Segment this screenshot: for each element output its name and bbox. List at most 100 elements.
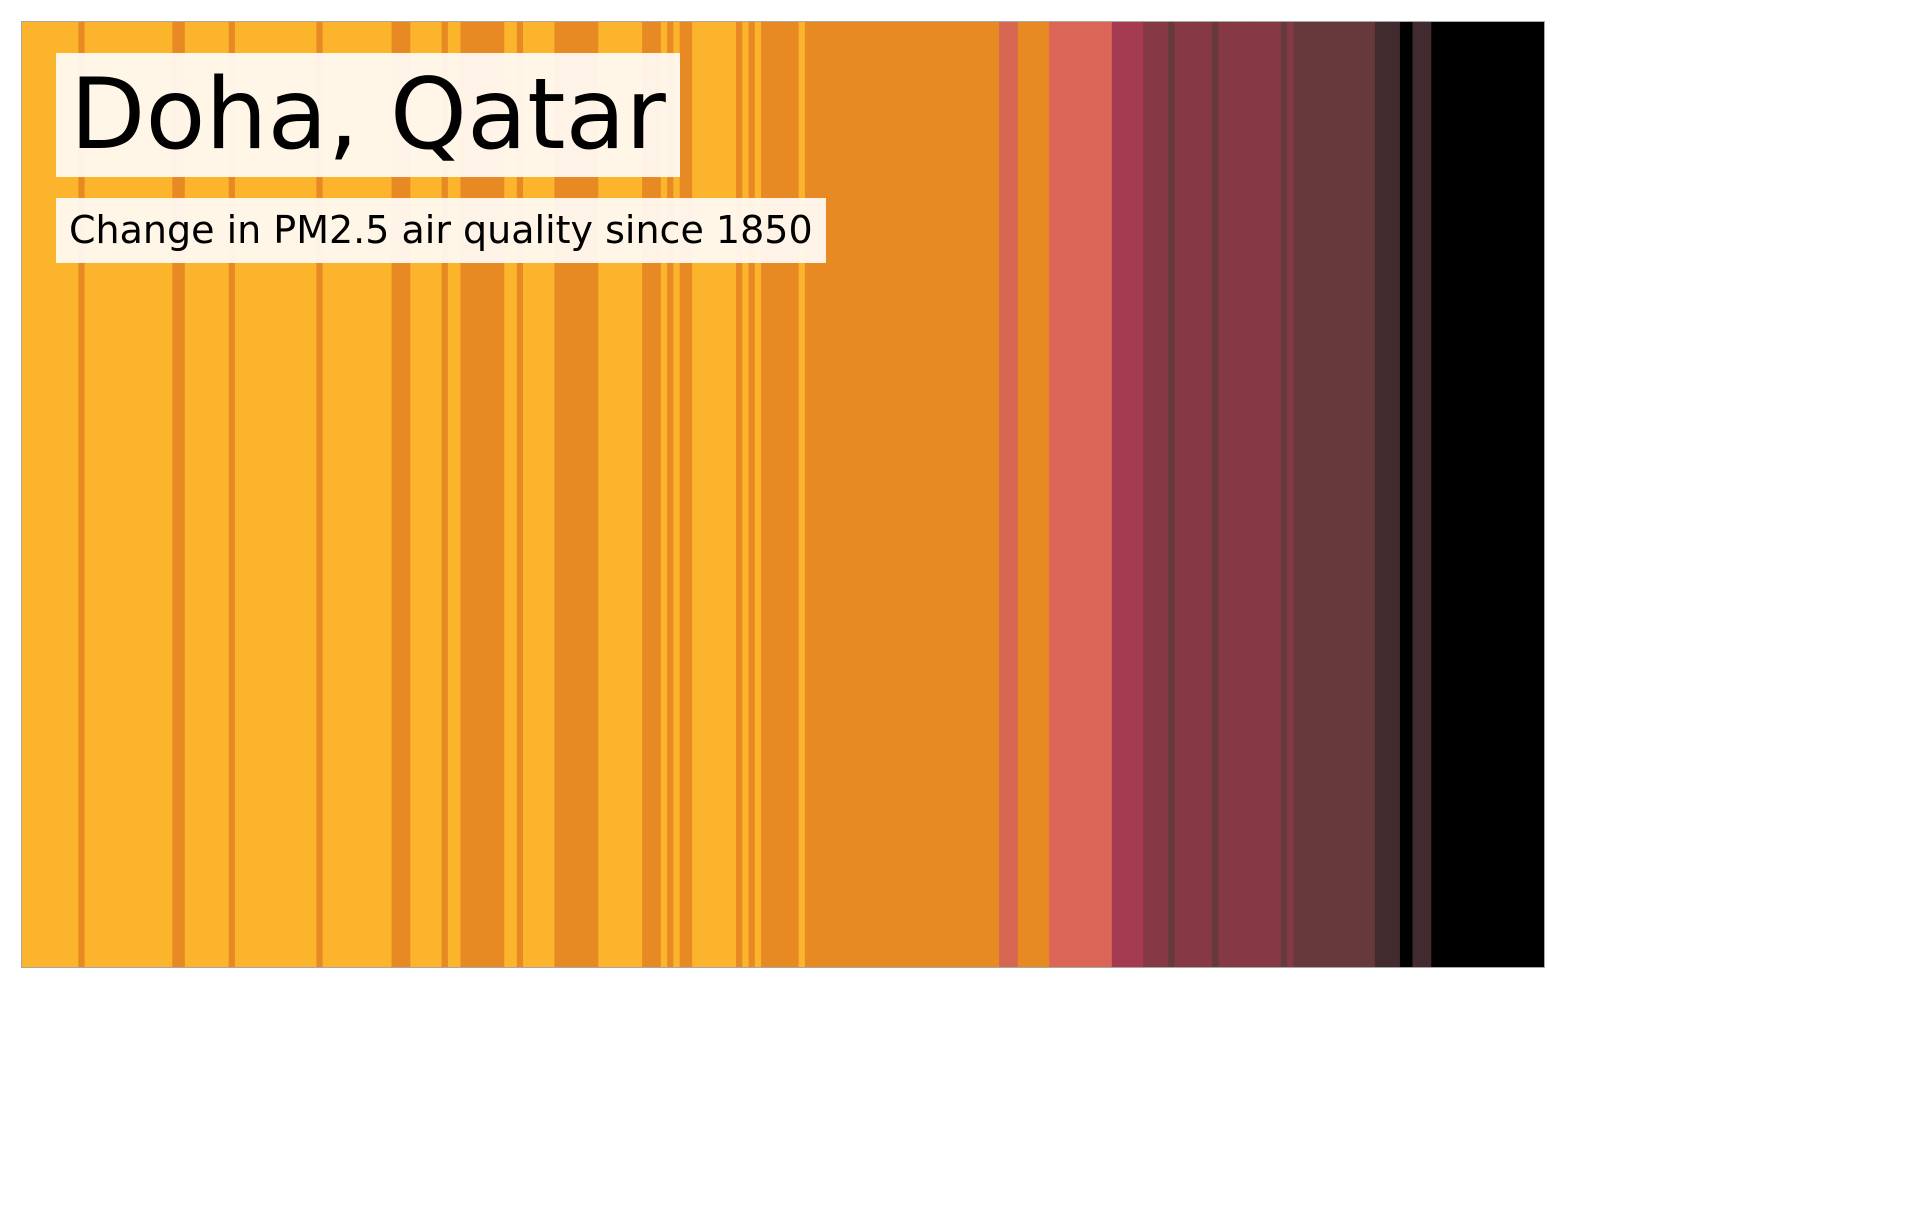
stripe-182 (1161, 22, 1169, 967)
stripe-206 (1312, 22, 1320, 967)
stripe-179 (1143, 22, 1151, 967)
stripe-112 (723, 22, 731, 967)
stripe-58 (385, 22, 393, 967)
stripe-216 (1374, 22, 1382, 967)
stripe-199 (1268, 22, 1276, 967)
stripe-60 (397, 22, 405, 967)
stripe-86 (560, 22, 568, 967)
stripe-215 (1368, 22, 1376, 967)
stripe-72 (472, 22, 480, 967)
stripe-165 (1055, 22, 1063, 967)
stripe-78 (510, 22, 518, 967)
stripe-166 (1061, 22, 1069, 967)
stripe-40 (272, 22, 280, 967)
stripe-231 (1468, 22, 1476, 967)
stripe-207 (1318, 22, 1326, 967)
stripe-76 (498, 22, 505, 967)
stripe-6 (59, 22, 67, 967)
stripe-173 (1105, 22, 1113, 967)
stripe-36 (247, 22, 255, 967)
stripe-232 (1475, 22, 1482, 967)
stripe-220 (1399, 22, 1407, 967)
stripe-170 (1086, 22, 1094, 967)
stripe-154 (986, 22, 994, 967)
stripe-204 (1299, 22, 1307, 967)
stripe-164 (1049, 22, 1057, 967)
stripe-242 (1537, 22, 1544, 967)
stripe-111 (717, 22, 725, 967)
stripe-121 (779, 22, 787, 967)
stripe-120 (773, 22, 781, 967)
stripe-103 (667, 22, 674, 967)
stripe-212 (1349, 22, 1357, 967)
stripe-23 (166, 22, 173, 967)
stripe-184 (1174, 22, 1182, 967)
stripe-200 (1274, 22, 1282, 967)
stripe-128 (823, 22, 831, 967)
stripe-156 (999, 22, 1006, 967)
stripe-169 (1080, 22, 1088, 967)
stripe-211 (1343, 22, 1351, 967)
stripe-176 (1124, 22, 1132, 967)
stripe-202 (1287, 22, 1295, 967)
stripe-74 (485, 22, 493, 967)
stripe-190 (1212, 22, 1219, 967)
stripe-24 (172, 22, 180, 967)
stripe-85 (554, 22, 562, 967)
stripe-185 (1180, 22, 1188, 967)
stripe-161 (1030, 22, 1038, 967)
stripe-30 (209, 22, 217, 967)
stripe-223 (1418, 22, 1426, 967)
stripe-56 (372, 22, 380, 967)
stripe-144 (923, 22, 931, 967)
stripe-209 (1331, 22, 1338, 967)
stripe-73 (479, 22, 487, 967)
stripe-32 (222, 22, 230, 967)
stripe-237 (1506, 22, 1514, 967)
stripe-198 (1262, 22, 1270, 967)
stripe-152 (974, 22, 981, 967)
stripe-8 (72, 22, 79, 967)
stripe-38 (260, 22, 267, 967)
stripe-205 (1305, 22, 1313, 967)
stripe-196 (1249, 22, 1257, 967)
stripe-214 (1362, 22, 1370, 967)
stripe-228 (1450, 22, 1457, 967)
stripe-191 (1218, 22, 1226, 967)
stripe-90 (585, 22, 593, 967)
stripe-148 (948, 22, 956, 967)
stripe-104 (673, 22, 681, 967)
stripe-240 (1525, 22, 1533, 967)
stripe-55 (366, 22, 374, 967)
stripe-222 (1412, 22, 1420, 967)
stripe-137 (880, 22, 887, 967)
stripe-11 (90, 22, 98, 967)
stripe-106 (685, 22, 693, 967)
chart-title: Doha, Qatar (56, 53, 680, 177)
stripe-99 (642, 22, 649, 967)
stripe-125 (804, 22, 812, 967)
stripe-117 (754, 22, 762, 967)
stripe-5 (53, 22, 61, 967)
stripe-12 (97, 22, 105, 967)
stripe-92 (598, 22, 606, 967)
stripe-145 (930, 22, 938, 967)
stripe-33 (228, 22, 236, 967)
stripe-151 (967, 22, 975, 967)
stripe-236 (1500, 22, 1508, 967)
stripe-241 (1531, 22, 1539, 967)
stripe-13 (103, 22, 111, 967)
stripe-159 (1017, 22, 1025, 967)
stripe-188 (1199, 22, 1207, 967)
stripe-47 (316, 22, 324, 967)
stripe-27 (191, 22, 198, 967)
stripe-0 (22, 22, 29, 967)
stripe-131 (842, 22, 850, 967)
stripe-138 (886, 22, 894, 967)
stripe-238 (1512, 22, 1520, 967)
stripe-25 (178, 22, 186, 967)
stripe-63 (416, 22, 424, 967)
stripe-61 (404, 22, 411, 967)
stripe-116 (748, 22, 756, 967)
stripe-9 (78, 22, 86, 967)
